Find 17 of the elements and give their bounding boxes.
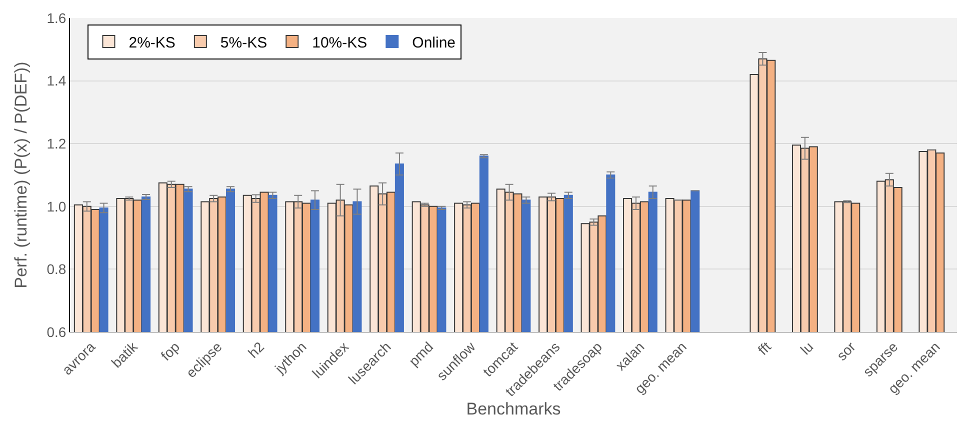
x-tick-label: sor xyxy=(833,338,859,364)
y-tick-label: 0.8 xyxy=(46,261,66,278)
y-axis-title: Perf. (runtime) (P(x) / P(DEF)) xyxy=(11,62,30,288)
x-tick-label: lu xyxy=(797,338,816,358)
y-tick-label: 1.0 xyxy=(46,198,66,214)
x-tick-label: fft xyxy=(754,338,774,358)
x-tick-label: fop xyxy=(158,338,183,364)
legend-label: Online xyxy=(412,34,456,52)
legend-label: 2%-KS xyxy=(128,34,176,52)
y-tick-label: 0.6 xyxy=(46,324,66,340)
x-axis-title: Benchmarks xyxy=(466,399,561,418)
y-tick-label: 1.2 xyxy=(46,136,66,152)
y-tick-label: 1.6 xyxy=(46,10,66,26)
legend-label: 5%-KS xyxy=(220,34,268,52)
legend-label: 10%-KS xyxy=(312,34,368,52)
y-tick-label: 1.4 xyxy=(46,72,66,89)
x-tick-label: h2 xyxy=(244,338,268,361)
